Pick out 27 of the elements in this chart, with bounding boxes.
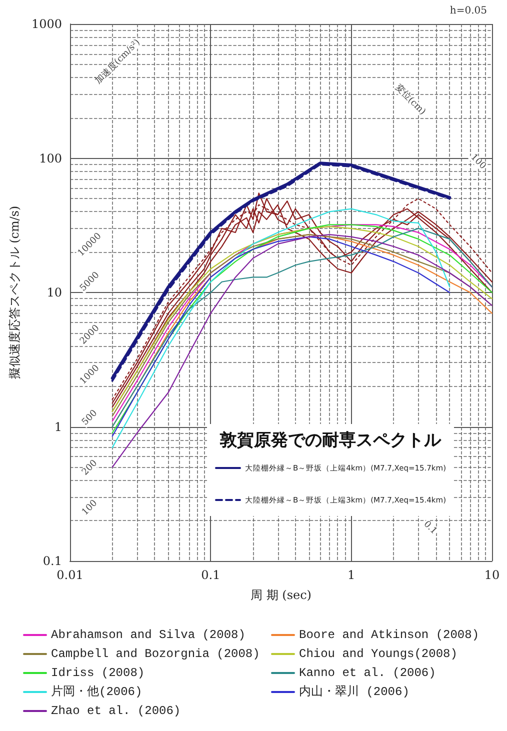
y-tick-label: 0.1 [42, 554, 62, 568]
x-tick-label: 0.1 [201, 568, 220, 582]
y-tick-label: 10 [46, 286, 62, 300]
legend-title: 敦賀原発での耐専スペクトル [219, 430, 442, 450]
legend-label: 内山・翠川 (2006) [299, 685, 410, 699]
legend-label: Chiou and Youngs(2008) [299, 647, 458, 661]
y-tick-label: 1 [54, 420, 62, 434]
legend-label: Idriss (2008) [51, 666, 145, 680]
y-tick-label: 1000 [31, 17, 62, 31]
x-tick-label: 10 [484, 568, 500, 582]
legend-label: Kanno et al. (2006) [299, 666, 436, 680]
legend-label: Zhao et al. (2006) [51, 704, 181, 718]
annotation: 0.1 [421, 519, 439, 537]
legend-label: Campbell and Bozorgnia (2008) [51, 647, 260, 661]
annotation: 100 [468, 152, 488, 172]
y-tick-label: 100 [39, 151, 62, 166]
x-axis-title: 周 期 (sec) [250, 588, 312, 602]
annotation: 500 [80, 408, 100, 428]
legend-label: Boore and Atkinson (2008) [299, 628, 480, 642]
annotation: 100 [80, 498, 100, 518]
text: h=0.05 [450, 6, 488, 16]
y-axis-title: 擬似速度応答スペクトル (cm/s) [8, 206, 22, 380]
annotation: 200 [80, 458, 100, 478]
legend-label: Abrahamson and Silva (2008) [51, 628, 246, 642]
x-tick-label: 1 [348, 568, 356, 582]
x-tick-label: 0.01 [56, 568, 84, 582]
legend-label: 片岡・他(2006) [51, 685, 142, 699]
